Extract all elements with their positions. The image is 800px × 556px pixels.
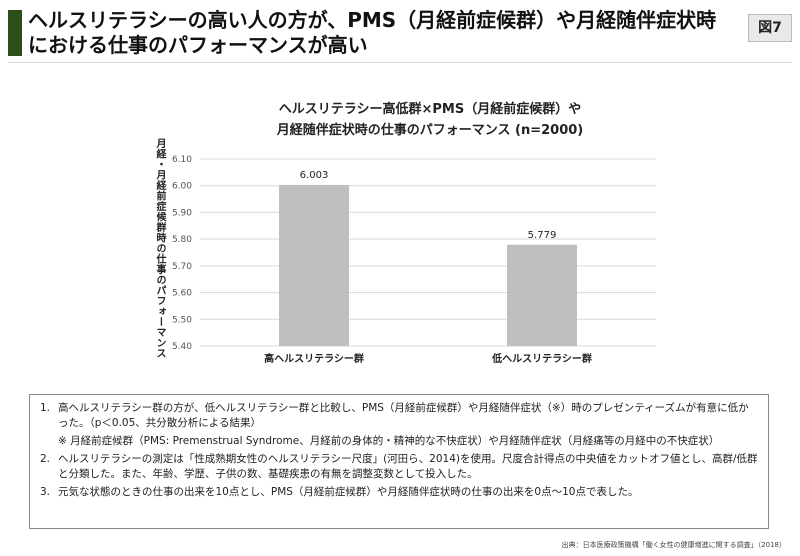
accent-bar: [8, 10, 22, 56]
data-label: 6.003: [300, 170, 329, 181]
note-number: 3.: [40, 486, 51, 498]
note-number: 2.: [40, 453, 51, 465]
y-axis-label: 月経・月経前症候群時の仕事のパフォーマンス: [154, 138, 165, 359]
note-text: ※ 月経前症候群（PMS: Premenstrual Syndrome、月経前の…: [58, 435, 720, 447]
note-item: ※ 月経前症候群（PMS: Premenstrual Syndrome、月経前の…: [40, 434, 758, 449]
note-text: ヘルスリテラシーの測定は「性成熟期女性のヘルスリテラシー尺度」(河田ら、2014…: [58, 453, 758, 480]
slide-header: ヘルスリテラシーの高い人の方が、PMS（月経前症候群）や月経随伴症状時における仕…: [0, 0, 800, 64]
figure-label: 図7: [748, 14, 792, 42]
note-item: 3. 元気な状態のときの仕事の出来を10点とし、PMS（月経前症候群）や月経随伴症…: [40, 485, 758, 500]
x-tick-label: 高ヘルスリテラシー群: [264, 352, 364, 365]
y-tick-label: 5.80: [172, 235, 192, 245]
data-label: 5.779: [528, 230, 557, 241]
y-tick-label: 5.40: [172, 342, 192, 352]
y-tick-label: 6.10: [172, 155, 192, 165]
chart-title-line1: ヘルスリテラシー高低群×PMS（月経前症候群）や: [278, 102, 582, 117]
y-tick-label: 5.50: [172, 315, 192, 325]
y-tick-label: 5.70: [172, 262, 192, 272]
note-number: 1.: [40, 402, 51, 414]
chart-title-line2: 月経随伴症状時の仕事のパフォーマンス (n=2000): [276, 123, 584, 138]
note-item: 1. 高ヘルスリテラシー群の方が、低ヘルスリテラシー群と比較し、PMS（月経前症候…: [40, 401, 758, 431]
slide-title: ヘルスリテラシーの高い人の方が、PMS（月経前症候群）や月経随伴症状時における仕…: [28, 8, 717, 57]
y-tick-label: 5.60: [172, 289, 192, 299]
y-tick-label: 6.00: [172, 182, 192, 192]
y-tick-label: 5.90: [172, 208, 192, 218]
header-divider: [8, 62, 792, 63]
bar: [279, 184, 349, 346]
source-citation: 出典：日本医療政策機構「働く女性の健康増進に関する調査」（2018）: [561, 541, 786, 549]
x-tick-label: 低ヘルスリテラシー群: [491, 352, 592, 365]
note-item: 2. ヘルスリテラシーの測定は「性成熟期女性のヘルスリテラシー尺度」(河田ら、20…: [40, 452, 758, 482]
note-text: 元気な状態のときの仕事の出来を10点とし、PMS（月経前症候群）や月経随伴症状時…: [58, 486, 639, 498]
notes-list: 1. 高ヘルスリテラシー群の方が、低ヘルスリテラシー群と比較し、PMS（月経前症候…: [40, 401, 758, 500]
chart-title: ヘルスリテラシー高低群×PMS（月経前症候群）や 月経随伴症状時の仕事のパフォー…: [150, 99, 710, 141]
bar-chart: 6.10 6.00 5.90 5.80 5.70 5.60 5.50 5.40 6.003 高ヘル…: [172, 155, 656, 365]
note-text: 高ヘルスリテラシー群の方が、低ヘルスリテラシー群と比較し、PMS（月経前症候群）…: [58, 402, 749, 429]
notes-box: 1. 高ヘルスリテラシー群の方が、低ヘルスリテラシー群と比較し、PMS（月経前症候…: [29, 394, 769, 529]
bar: [507, 244, 577, 346]
